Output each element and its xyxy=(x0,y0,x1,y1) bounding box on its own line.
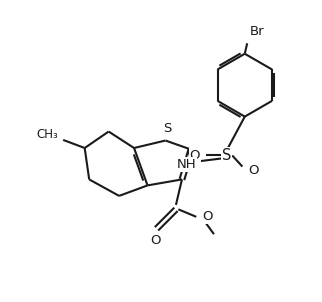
Text: S: S xyxy=(222,148,232,163)
Text: O: O xyxy=(150,234,160,247)
Text: S: S xyxy=(163,122,171,135)
Text: NH: NH xyxy=(177,158,196,171)
Text: O: O xyxy=(202,210,213,223)
Text: CH₃: CH₃ xyxy=(36,128,58,141)
Text: O: O xyxy=(189,149,200,162)
Text: Br: Br xyxy=(250,25,265,38)
Text: O: O xyxy=(248,164,258,177)
